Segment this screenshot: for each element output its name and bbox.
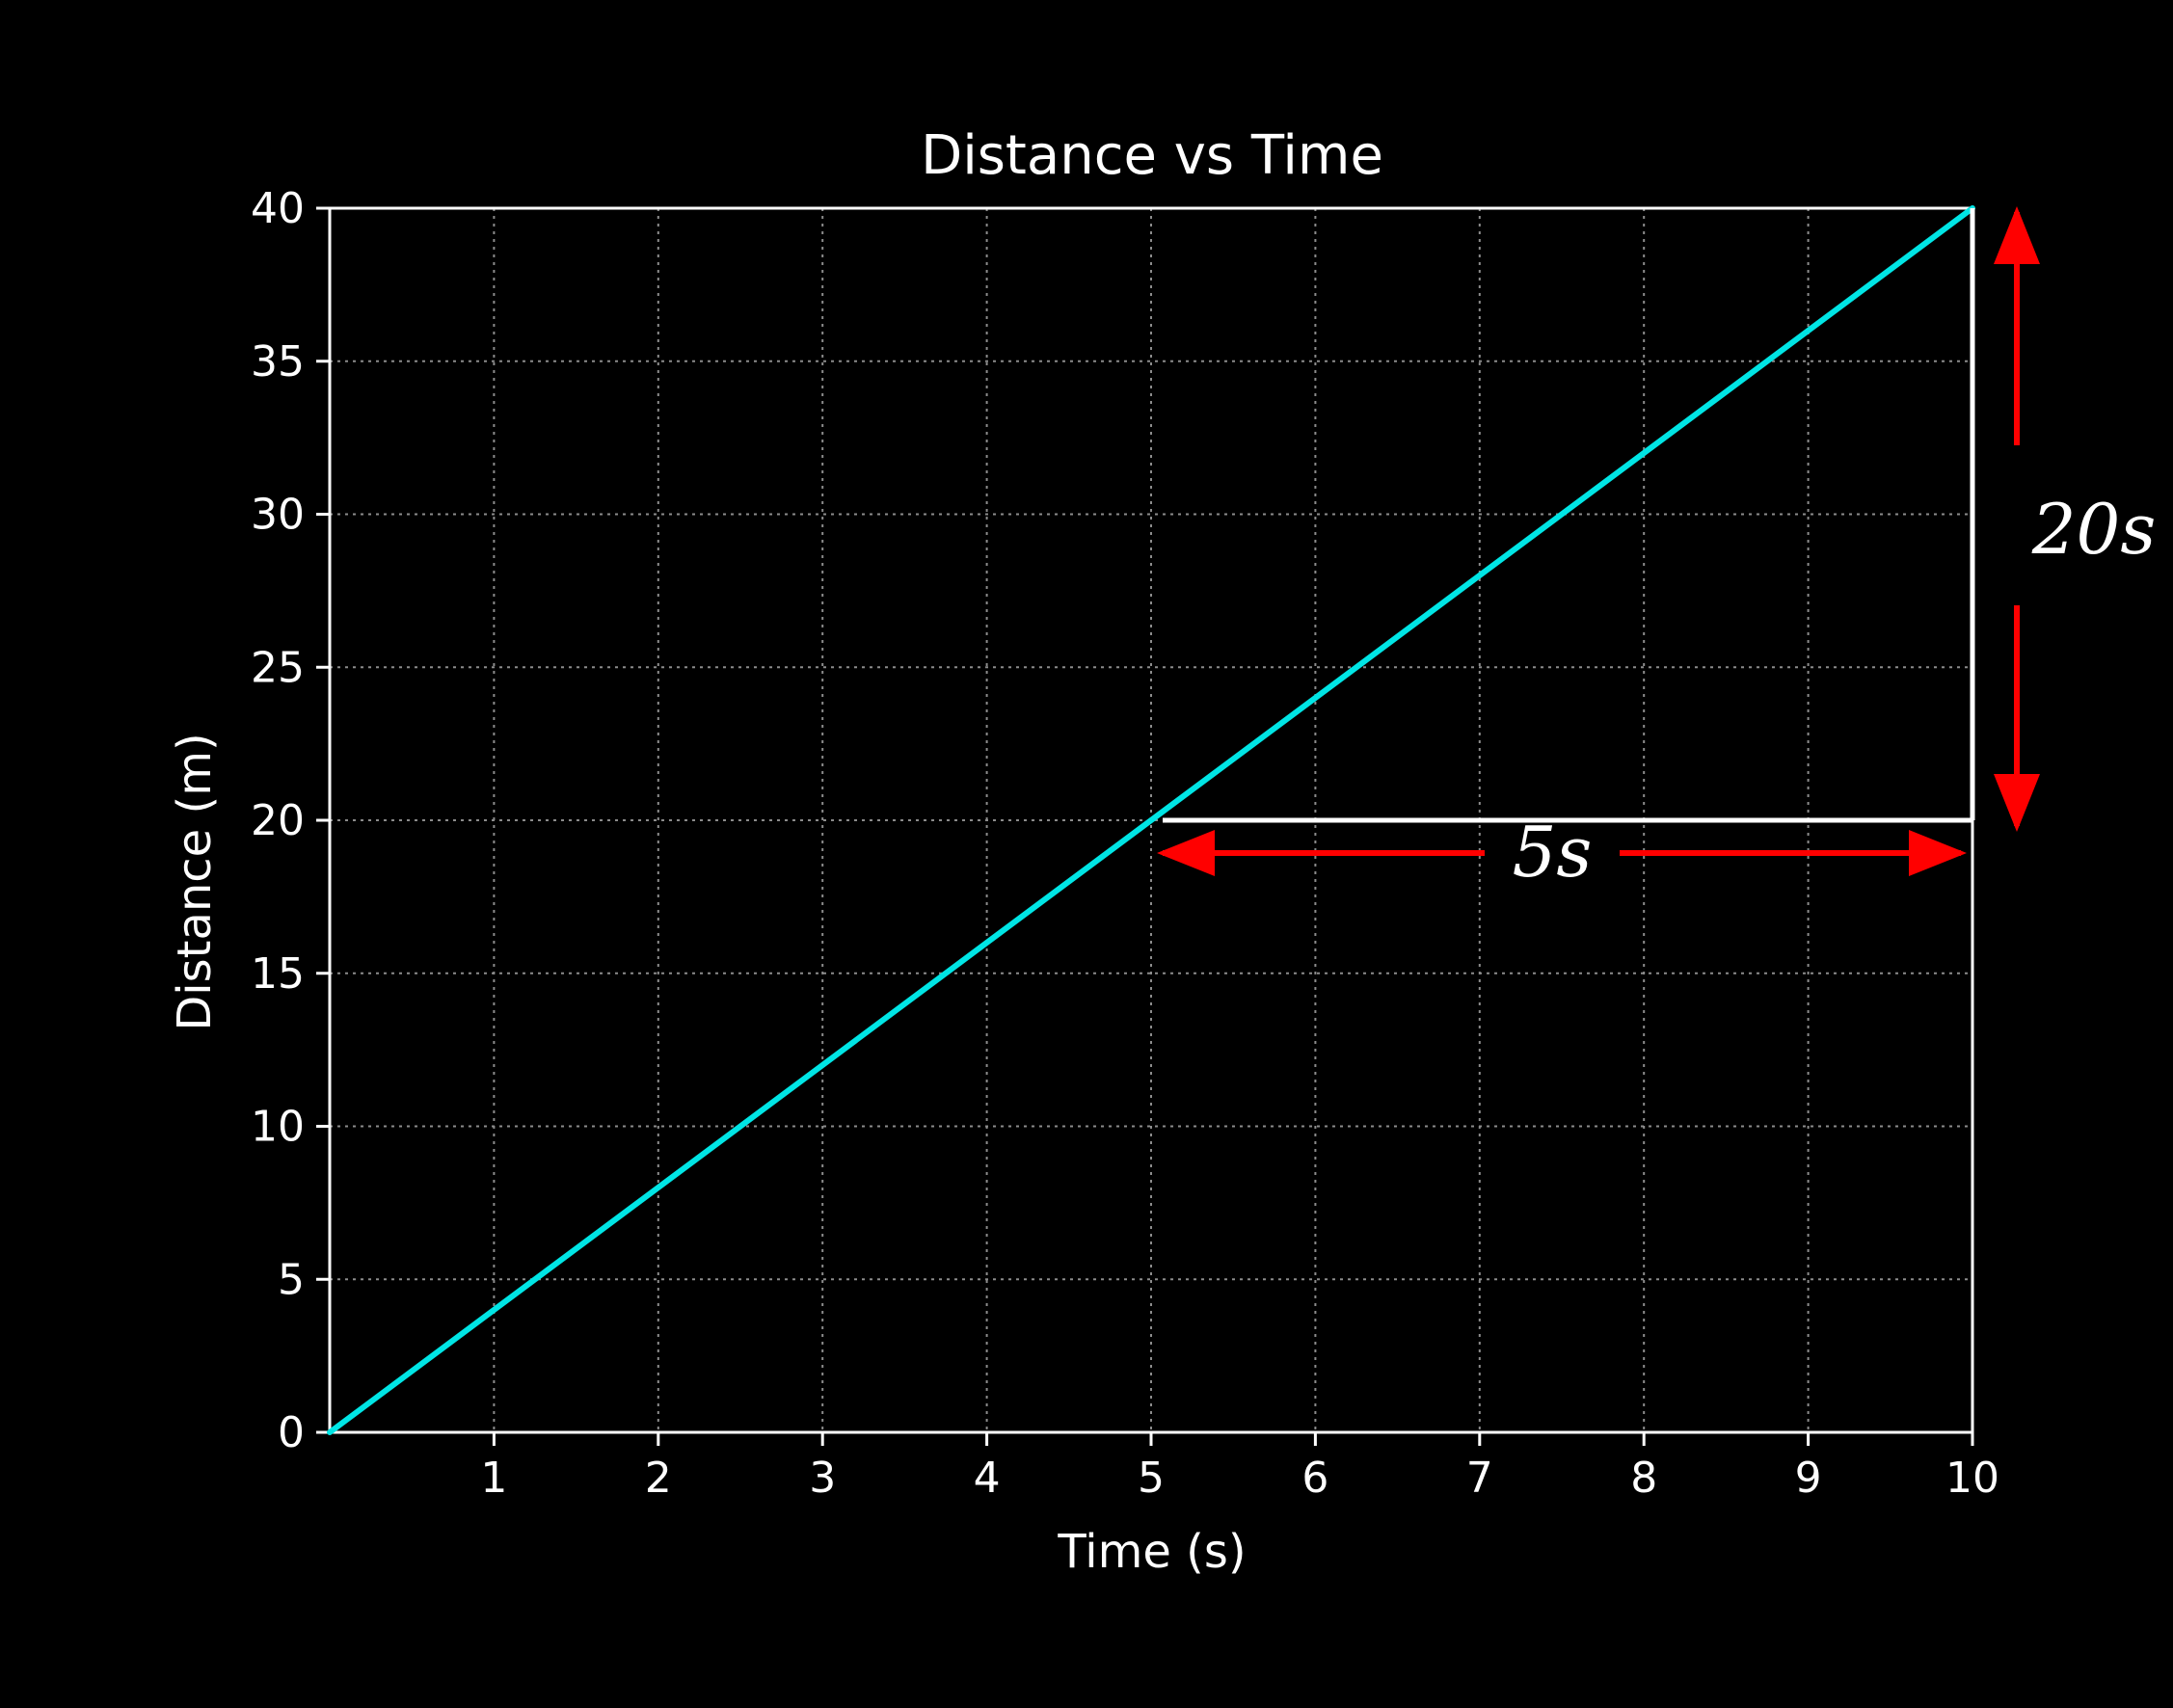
- y-tick-label: 40: [251, 184, 305, 233]
- run-label: 5s: [1513, 812, 1593, 893]
- y-tick-label: 30: [251, 491, 305, 540]
- y-tick-label: 20: [251, 796, 305, 845]
- x-tick-label: 5: [1138, 1454, 1165, 1503]
- x-tick-label: 10: [1945, 1454, 1999, 1503]
- y-tick-label: 35: [251, 337, 305, 387]
- y-tick-label: 10: [251, 1103, 305, 1152]
- series-line: [327, 205, 1975, 1435]
- x-tick-label: 7: [1466, 1454, 1493, 1503]
- y-tick-label: 15: [251, 949, 305, 999]
- y-tick-label: 25: [251, 643, 305, 692]
- chart-title: Distance vs Time: [921, 124, 1383, 187]
- x-tick-label: 4: [974, 1454, 1001, 1503]
- tick-marks: 1 2 3 4 5 6 7 8 9 10 0 5 10 15 20 25 30 35 40: [251, 184, 1999, 1503]
- rise-label: 20s: [2031, 489, 2157, 570]
- x-axis-label: Time (s): [1057, 1525, 1246, 1579]
- series-lines: [327, 205, 1975, 1435]
- x-tick-label: 6: [1301, 1454, 1328, 1503]
- x-tick-label: 9: [1795, 1454, 1822, 1503]
- y-axis-label: Distance (m): [168, 733, 222, 1030]
- slope-annotation: 5s 20s: [1157, 206, 2157, 893]
- x-tick-label: 2: [645, 1454, 672, 1503]
- x-tick-label: 3: [809, 1454, 836, 1503]
- x-tick-label: 1: [480, 1454, 507, 1503]
- y-tick-label: 5: [278, 1255, 305, 1304]
- y-tick-label: 0: [278, 1408, 305, 1457]
- x-tick-label: 8: [1630, 1454, 1657, 1503]
